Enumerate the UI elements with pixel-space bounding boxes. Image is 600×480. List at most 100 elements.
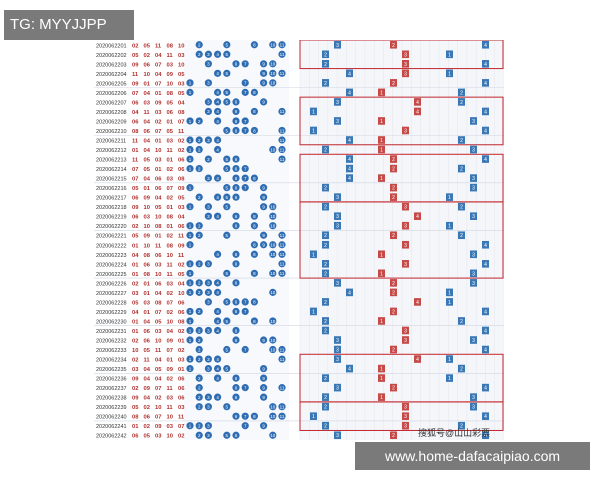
- draw-number: 01: [144, 310, 151, 316]
- ball-number: 5: [226, 204, 229, 209]
- ball-number: 10: [270, 271, 276, 276]
- trend-chart-sheet: 2020062201 02 2 05 5 11 11 08 8 10 10 3 2 4 2020062202…: [94, 40, 504, 440]
- ball-number: 2: [198, 404, 201, 409]
- ball-number: 3: [207, 281, 210, 286]
- ball-number: 3: [207, 214, 210, 219]
- ball-mark: [260, 98, 268, 106]
- trend-marker: [482, 260, 489, 268]
- draw-number: 10: [167, 253, 173, 259]
- draw-number: 10: [155, 272, 161, 278]
- period-label: 2020062223: [96, 253, 127, 259]
- trend-marker-label: 2: [460, 205, 463, 211]
- draw-number: 01: [144, 291, 151, 297]
- ball-mark: [223, 403, 231, 411]
- draw-number: 09: [167, 339, 174, 345]
- ball-number: 8: [253, 252, 256, 257]
- trend-marker-label: 1: [380, 319, 383, 325]
- ball-mark: [186, 136, 194, 144]
- ball-mark: [232, 117, 240, 125]
- ball-number: 10: [270, 290, 276, 295]
- trend-marker: [310, 250, 317, 259]
- trend-marker-label: 1: [380, 90, 383, 96]
- trend-marker: [334, 193, 341, 201]
- ball-mark: [204, 403, 212, 411]
- draw-number: 05: [132, 300, 139, 306]
- ball-mark: [186, 288, 194, 296]
- trend-marker-label: 4: [348, 71, 351, 77]
- ball-mark: [241, 384, 249, 392]
- ball-number: 7: [244, 424, 247, 429]
- ball-number: 1: [189, 309, 192, 314]
- ball-number: 2: [198, 376, 201, 381]
- draw-number: 02: [132, 339, 138, 345]
- trend-marker: [390, 193, 397, 201]
- ball-mark: [214, 393, 222, 401]
- draw-number: 11: [132, 158, 139, 164]
- ball-number: 4: [216, 281, 219, 286]
- ball-mark: [241, 422, 249, 430]
- period-label: 2020062213: [96, 158, 127, 164]
- ball-mark: [195, 136, 203, 144]
- trend-marker: [378, 269, 385, 278]
- ball-mark: [250, 317, 258, 325]
- ball-number: 3: [207, 328, 210, 333]
- ball-number: 3: [207, 300, 210, 305]
- trend-marker-label: 3: [472, 405, 475, 411]
- ball-number: 10: [270, 433, 276, 438]
- ball-number: 6: [235, 262, 238, 267]
- ball-number: 1: [189, 319, 192, 324]
- trend-marker-label: 4: [484, 243, 487, 249]
- draw-number: 03: [155, 262, 162, 268]
- ball-mark: [186, 145, 194, 154]
- ball-number: 8: [253, 271, 256, 276]
- trend-marker: [446, 69, 453, 78]
- ball-mark: [232, 193, 240, 201]
- ball-mark: [241, 307, 249, 316]
- draw-number: 04: [178, 100, 185, 106]
- period-label: 2020062206: [96, 91, 127, 97]
- ball-number: 7: [244, 414, 247, 419]
- ball-number: 6: [235, 281, 238, 286]
- ball-number: 10: [270, 147, 276, 152]
- ball-mark: [214, 364, 222, 373]
- ball-number: 2: [198, 309, 201, 314]
- ball-number: 7: [244, 128, 247, 133]
- ball-mark: [269, 145, 277, 154]
- trend-marker-label: 4: [484, 157, 487, 163]
- ball-mark: [232, 431, 240, 439]
- draw-number: 08: [178, 319, 185, 325]
- draw-number: 11: [167, 262, 174, 268]
- draw-number: 09: [178, 243, 185, 249]
- ball-number: 4: [216, 395, 219, 400]
- ball-mark: [250, 107, 258, 116]
- ball-mark: [195, 403, 203, 411]
- trend-marker: [322, 50, 329, 59]
- draw-number: 05: [167, 129, 174, 135]
- trend-marker: [378, 88, 385, 97]
- ball-mark: [278, 126, 286, 135]
- draw-number: 06: [178, 300, 185, 306]
- ball-mark: [232, 98, 240, 106]
- ball-number: 3: [207, 62, 210, 67]
- draw-number: 03: [155, 158, 162, 164]
- ball-number: 1: [189, 328, 192, 333]
- ball-mark: [269, 431, 277, 439]
- draw-number: 11: [178, 234, 185, 240]
- ball-number: 7: [244, 176, 247, 181]
- draw-number: 06: [178, 224, 185, 230]
- trend-marker-label: 3: [404, 71, 407, 77]
- trend-marker: [402, 421, 409, 430]
- ball-number: 6: [235, 119, 238, 124]
- ball-number: 9: [262, 424, 265, 429]
- period-label: 2020062204: [96, 72, 127, 78]
- ball-mark: [186, 317, 194, 325]
- draw-number: 04: [132, 310, 139, 316]
- ball-number: 1: [189, 81, 192, 86]
- trend-marker: [402, 69, 409, 78]
- ball-number: 10: [270, 414, 276, 419]
- ball-number: 2: [198, 166, 201, 171]
- ball-mark: [186, 231, 194, 239]
- ball-mark: [186, 203, 194, 211]
- trend-marker-label: 2: [324, 62, 327, 68]
- period-label: 2020062212: [96, 148, 127, 154]
